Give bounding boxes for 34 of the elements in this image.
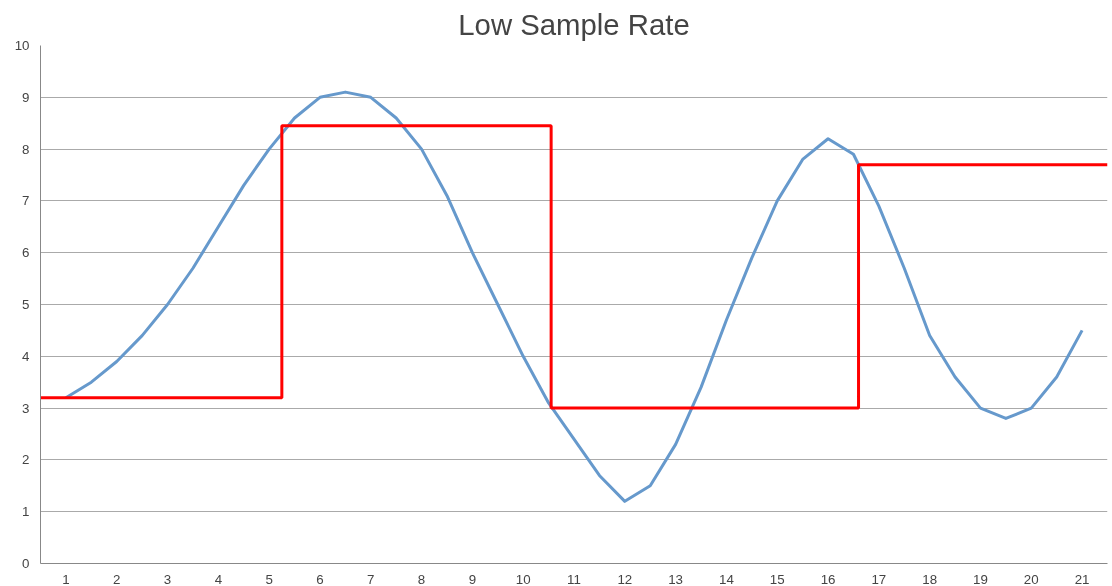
y-tick-label: 9 (22, 89, 30, 105)
x-tick-label: 6 (316, 571, 324, 586)
x-tick-label: 14 (719, 571, 735, 586)
y-tick-label: 0 (22, 556, 30, 571)
x-tick-label: 4 (214, 571, 223, 586)
y-tick-label: 2 (22, 452, 30, 468)
x-tick-label: 5 (265, 571, 273, 586)
x-tick-label: 16 (820, 571, 836, 586)
x-tick-label: 7 (367, 571, 375, 586)
y-tick-label: 1 (22, 504, 30, 520)
x-tick-label: 13 (668, 571, 684, 586)
chart-title: Low Sample Rate (458, 7, 690, 41)
x-tick-label: 20 (1023, 571, 1039, 586)
y-tick-label: 10 (14, 38, 30, 53)
x-tick-label: 11 (567, 571, 581, 586)
y-tick-label: 5 (22, 297, 30, 312)
x-tick-label: 15 (769, 571, 785, 586)
y-tick-label: 4 (22, 348, 31, 364)
x-tick-label: 8 (417, 571, 426, 586)
x-tick-label: 1 (62, 571, 70, 586)
x-tick-label: 3 (163, 571, 172, 586)
x-tick-label: 10 (515, 571, 531, 586)
x-tick-label: 18 (922, 571, 938, 586)
y-tick-label: 3 (22, 400, 30, 416)
y-tick-label: 6 (22, 245, 30, 261)
x-tick-label: 21 (1074, 571, 1090, 586)
x-tick-label: 9 (468, 571, 477, 586)
y-tick-label: 7 (22, 193, 30, 209)
x-tick-label: 17 (871, 571, 887, 586)
x-tick-label: 2 (113, 571, 121, 586)
y-tick-label: 8 (22, 141, 30, 157)
x-tick-label: 19 (973, 571, 988, 586)
x-tick-label: 12 (617, 571, 633, 586)
line-series (64, 90, 1084, 503)
